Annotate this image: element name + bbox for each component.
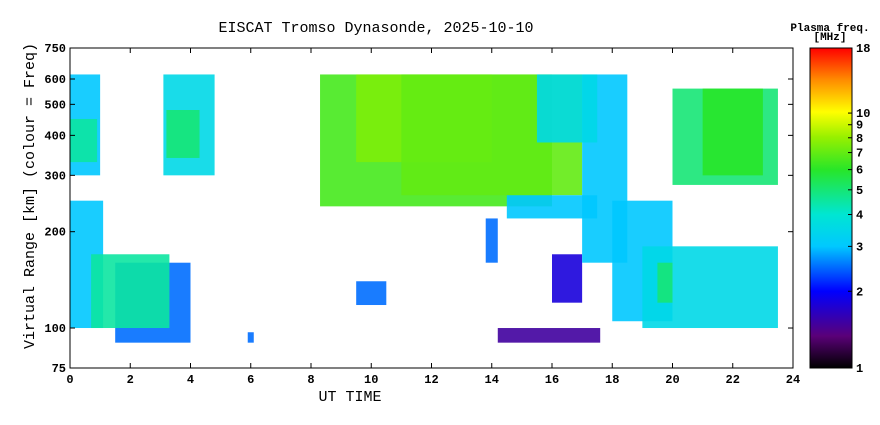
x-tick-label: 18 — [605, 373, 619, 387]
y-tick-label: 100 — [44, 322, 66, 336]
y-tick-label: 750 — [44, 42, 66, 56]
x-tick-label: 20 — [665, 373, 679, 387]
y-tick-label: 600 — [44, 73, 66, 87]
x-tick-label: 8 — [307, 373, 314, 387]
x-tick-label: 6 — [247, 373, 254, 387]
echo-region — [657, 262, 673, 303]
colorbar-units: [MHz] — [813, 32, 846, 44]
colorbar-tick-label: 2 — [856, 285, 863, 299]
x-tick-label: 10 — [364, 373, 378, 387]
x-tick-label: 22 — [726, 373, 740, 387]
colorbar-tick-label: 1 — [856, 362, 863, 376]
x-axis-label: UT TIME — [318, 389, 381, 406]
echo-region — [91, 254, 170, 329]
echo-region — [166, 110, 200, 158]
x-tick-label: 4 — [187, 373, 194, 387]
y-tick-label: 75 — [52, 362, 66, 376]
y-tick-label: 400 — [44, 129, 66, 143]
echo-region — [247, 332, 254, 343]
echo-region — [497, 328, 601, 343]
colorbar-tick-label: 8 — [856, 132, 863, 146]
x-tick-label: 0 — [66, 373, 73, 387]
colorbar-title: Plasma freq. — [790, 23, 869, 35]
echo-region — [485, 218, 498, 263]
x-tick-label: 2 — [127, 373, 134, 387]
echo-region — [552, 254, 583, 303]
y-tick-label: 300 — [44, 169, 66, 183]
colorbar-tick-label: 10 — [856, 107, 870, 121]
echo-region — [70, 118, 98, 163]
colorbar — [809, 47, 853, 369]
x-tick-label: 24 — [786, 373, 800, 387]
x-tick-label: 14 — [485, 373, 499, 387]
colorbar-tick-label: 4 — [856, 209, 863, 223]
chart-title: EISCAT Tromso Dynasonde, 2025-10-10 — [218, 20, 533, 37]
echo-region — [536, 74, 598, 143]
y-tick-label: 200 — [44, 226, 66, 240]
y-axis-label: Virtual Range [km] (colour = Freq) — [22, 43, 39, 349]
y-tick-label: 500 — [44, 98, 66, 112]
colorbar-tick-label: 7 — [856, 147, 863, 161]
colorbar-tick-label: 3 — [856, 240, 863, 254]
echo-region — [506, 195, 598, 219]
echo-region — [356, 281, 387, 306]
echo-region — [702, 88, 763, 176]
x-tick-label: 16 — [545, 373, 559, 387]
colorbar-tick-label: 6 — [856, 164, 863, 178]
colorbar-tick-label: 18 — [856, 42, 870, 56]
colorbar-tick-label: 9 — [856, 119, 863, 133]
colorbar-tick-label: 5 — [856, 184, 863, 198]
x-tick-label: 12 — [424, 373, 438, 387]
